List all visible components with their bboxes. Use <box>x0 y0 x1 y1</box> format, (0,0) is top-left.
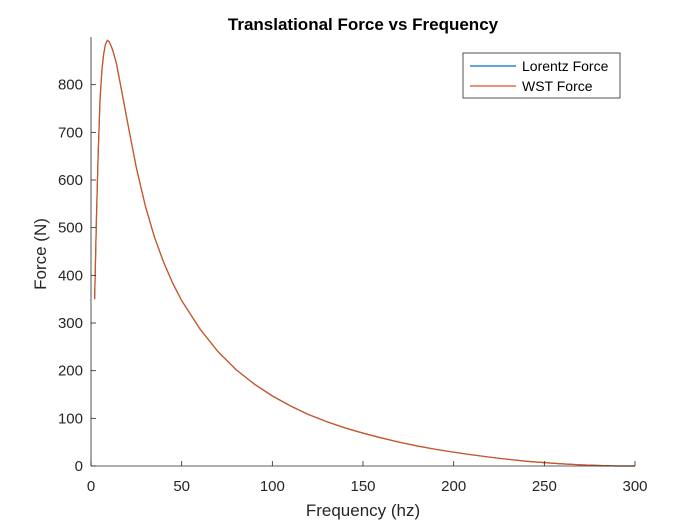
y-tick-label: 0 <box>75 458 83 475</box>
x-tick-label: 50 <box>173 478 190 495</box>
series-line-lorentz-force <box>94 39 635 467</box>
y-axis-label: Force (N) <box>31 218 50 290</box>
y-tick-label: 700 <box>58 124 83 141</box>
y-tick-label: 600 <box>58 172 83 189</box>
x-tick-label: 300 <box>622 478 647 495</box>
legend: Lorentz Force WST Force <box>462 52 621 99</box>
y-tick-label: 300 <box>58 315 83 332</box>
y-tick-label: 500 <box>58 220 83 237</box>
axes <box>90 37 635 467</box>
y-tick-label: 400 <box>58 267 83 284</box>
x-tick-label: 100 <box>260 478 285 495</box>
y-tick-label: 200 <box>58 363 83 380</box>
chart-title: Translational Force vs Frequency <box>228 15 499 34</box>
y-tick-label: 100 <box>58 410 83 427</box>
legend-label-lorentz-force: Lorentz Force <box>522 58 609 74</box>
ticks: 0 50 100 150 200 250 300 0 100 200 300 400 500 600 700… <box>58 77 648 495</box>
x-tick-label: 150 <box>350 478 375 495</box>
legend-box <box>462 52 621 99</box>
x-tick-label: 200 <box>441 478 466 495</box>
x-axis-label: Frequency (hz) <box>306 501 420 520</box>
x-tick-label: 0 <box>87 478 95 495</box>
legend-label-wst-force: WST Force <box>522 78 593 94</box>
plot-lines <box>94 39 635 467</box>
y-tick-label: 800 <box>58 77 83 94</box>
x-tick-label: 250 <box>532 478 557 495</box>
series-line-wst-force <box>94 39 635 467</box>
